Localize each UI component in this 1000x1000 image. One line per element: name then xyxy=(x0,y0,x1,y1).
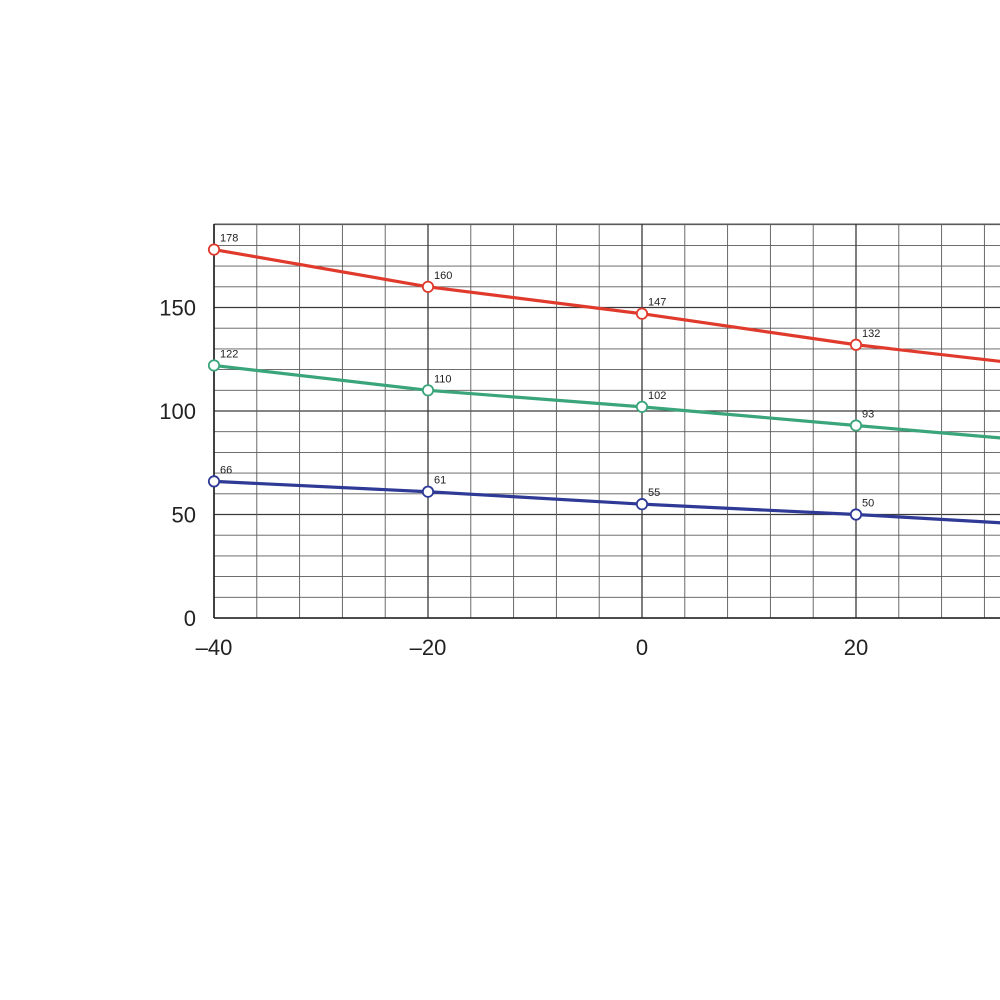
data-label: 160 xyxy=(434,270,452,282)
y-tick-label: 50 xyxy=(172,503,196,528)
data-labels: 178 160 147 132 122 110 102 93 66 61 55 50 xyxy=(220,233,880,510)
data-point xyxy=(421,280,435,293)
series-line xyxy=(212,479,1000,525)
data-label: 66 xyxy=(220,464,232,476)
data-label: 122 xyxy=(220,348,238,360)
series-line xyxy=(212,363,1000,440)
data-point xyxy=(207,475,221,488)
series-group xyxy=(207,243,1000,525)
data-label: 102 xyxy=(648,390,666,402)
y-tick-label: 150 xyxy=(159,296,196,321)
data-point xyxy=(635,400,649,413)
data-label: 178 xyxy=(220,233,238,245)
x-tick-label: 0 xyxy=(636,635,648,660)
y-tick-label: 100 xyxy=(159,399,196,424)
data-label: 93 xyxy=(862,408,874,420)
x-tick-label: 20 xyxy=(844,635,868,660)
grid xyxy=(213,223,1000,619)
data-point xyxy=(207,243,221,256)
data-point xyxy=(421,384,435,397)
y-tick-label: 0 xyxy=(184,606,196,631)
data-label: 55 xyxy=(648,487,660,499)
data-label: 50 xyxy=(862,498,874,510)
data-point xyxy=(207,359,221,372)
data-point xyxy=(421,485,435,498)
data-point xyxy=(849,419,863,432)
x-tick-label: –20 xyxy=(410,635,447,660)
data-label: 132 xyxy=(862,328,880,340)
data-point xyxy=(635,498,649,511)
data-point xyxy=(849,508,863,521)
data-label: 61 xyxy=(434,475,446,487)
data-point xyxy=(635,307,649,320)
axes: 0 50 100 150 –40 –20 0 20 xyxy=(159,224,1000,660)
data-label: 147 xyxy=(648,297,666,309)
x-tick-label: –40 xyxy=(196,635,233,660)
data-point xyxy=(849,338,863,351)
data-label: 110 xyxy=(434,373,452,385)
